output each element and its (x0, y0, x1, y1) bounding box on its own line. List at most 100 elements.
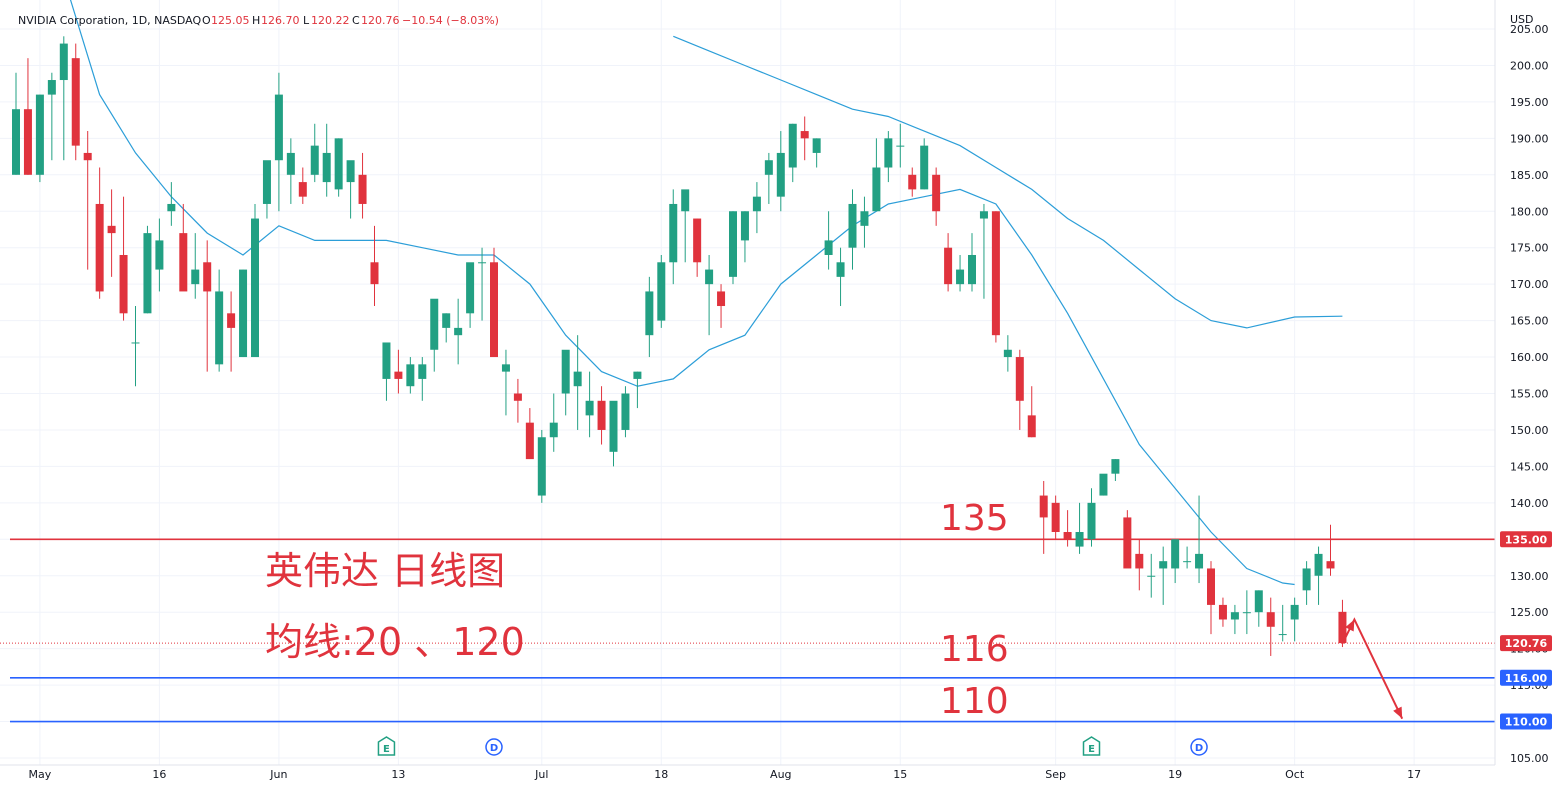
candle[interactable] (621, 386, 630, 438)
candle[interactable] (251, 203, 259, 358)
candle[interactable] (119, 196, 128, 321)
candle[interactable] (1302, 561, 1311, 605)
candle[interactable] (525, 408, 534, 460)
candle[interactable] (1338, 599, 1347, 648)
candle[interactable] (12, 72, 20, 175)
candle[interactable] (1254, 590, 1263, 627)
candle[interactable] (1218, 597, 1227, 627)
candle[interactable] (836, 247, 845, 307)
candle[interactable] (764, 152, 773, 204)
candle[interactable] (1183, 546, 1192, 569)
candle[interactable] (430, 298, 439, 372)
candle[interactable] (501, 349, 510, 416)
candle[interactable] (107, 189, 116, 277)
candle[interactable] (394, 349, 403, 394)
candle[interactable] (1326, 524, 1335, 576)
candle[interactable] (788, 123, 797, 183)
candle[interactable] (1063, 510, 1072, 547)
candle[interactable] (1015, 349, 1024, 430)
candle[interactable] (920, 138, 929, 190)
price-axis[interactable]: 105.00110.00115.00120.00125.00130.00135.… (1510, 23, 1549, 765)
candles[interactable] (12, 36, 1347, 656)
candle[interactable] (358, 152, 367, 219)
candle[interactable] (956, 254, 965, 292)
candle[interactable] (478, 247, 487, 321)
candle[interactable] (669, 189, 678, 285)
candle[interactable] (645, 276, 654, 358)
candle[interactable] (681, 189, 690, 263)
candle[interactable] (657, 254, 666, 328)
candle[interactable] (752, 182, 761, 234)
candle[interactable] (896, 123, 905, 168)
candle[interactable] (203, 240, 212, 372)
candle[interactable] (597, 386, 606, 445)
candle[interactable] (35, 94, 44, 183)
candle[interactable] (1099, 473, 1108, 496)
candle[interactable] (884, 131, 893, 183)
candle[interactable] (1051, 495, 1060, 540)
candle[interactable] (215, 269, 224, 372)
candle[interactable] (466, 262, 475, 328)
candle[interactable] (227, 291, 236, 372)
candle[interactable] (322, 123, 331, 197)
dividend-marker-icon[interactable]: D (1190, 738, 1208, 756)
candle[interactable] (406, 357, 415, 394)
candle[interactable] (179, 203, 188, 292)
candle[interactable] (1314, 546, 1323, 605)
candle[interactable] (167, 182, 176, 226)
candle[interactable] (418, 357, 427, 401)
candle[interactable] (537, 429, 546, 503)
candle[interactable] (561, 349, 570, 416)
candle[interactable] (991, 211, 1000, 343)
candle[interactable] (1003, 335, 1012, 372)
candle[interactable] (23, 58, 32, 175)
candle[interactable] (71, 43, 80, 161)
candle[interactable] (490, 247, 498, 358)
candle[interactable] (47, 72, 56, 161)
dividend-marker-icon[interactable]: D (485, 738, 503, 756)
candle[interactable] (346, 160, 355, 219)
candle[interactable] (932, 167, 941, 226)
candle[interactable] (334, 138, 343, 197)
candle[interactable] (1171, 539, 1180, 584)
candle[interactable] (1111, 459, 1120, 481)
candle[interactable] (1242, 590, 1251, 635)
candle[interactable] (549, 393, 558, 452)
candle[interactable] (298, 167, 307, 204)
candle[interactable] (944, 233, 953, 292)
candle[interactable] (1278, 604, 1287, 642)
candle[interactable] (824, 211, 833, 270)
candle[interactable] (83, 131, 92, 270)
candle[interactable] (860, 196, 869, 248)
candle[interactable] (800, 116, 809, 161)
candle[interactable] (274, 72, 283, 212)
candle[interactable] (1266, 597, 1275, 656)
candle[interactable] (573, 335, 582, 430)
candle[interactable] (1147, 553, 1156, 598)
candle[interactable] (693, 218, 702, 277)
candle[interactable] (1075, 502, 1084, 554)
candle[interactable] (1123, 510, 1132, 569)
candle[interactable] (382, 342, 391, 401)
candle[interactable] (310, 123, 319, 183)
earnings-marker-icon[interactable]: E (377, 736, 396, 756)
candle[interactable] (1087, 488, 1096, 547)
candle[interactable] (286, 138, 295, 204)
candle[interactable] (872, 138, 881, 212)
candle[interactable] (717, 284, 726, 328)
candle[interactable] (968, 233, 976, 292)
candle[interactable] (143, 225, 152, 314)
candle[interactable] (705, 254, 714, 336)
candle[interactable] (1290, 597, 1299, 642)
candle[interactable] (454, 298, 463, 365)
candle[interactable] (95, 167, 104, 299)
candle[interactable] (1159, 546, 1168, 605)
candle[interactable] (191, 233, 200, 299)
candle[interactable] (59, 36, 68, 161)
candle[interactable] (812, 138, 821, 168)
candle[interactable] (370, 225, 379, 307)
candle[interactable] (1135, 539, 1144, 591)
candle[interactable] (776, 131, 785, 212)
